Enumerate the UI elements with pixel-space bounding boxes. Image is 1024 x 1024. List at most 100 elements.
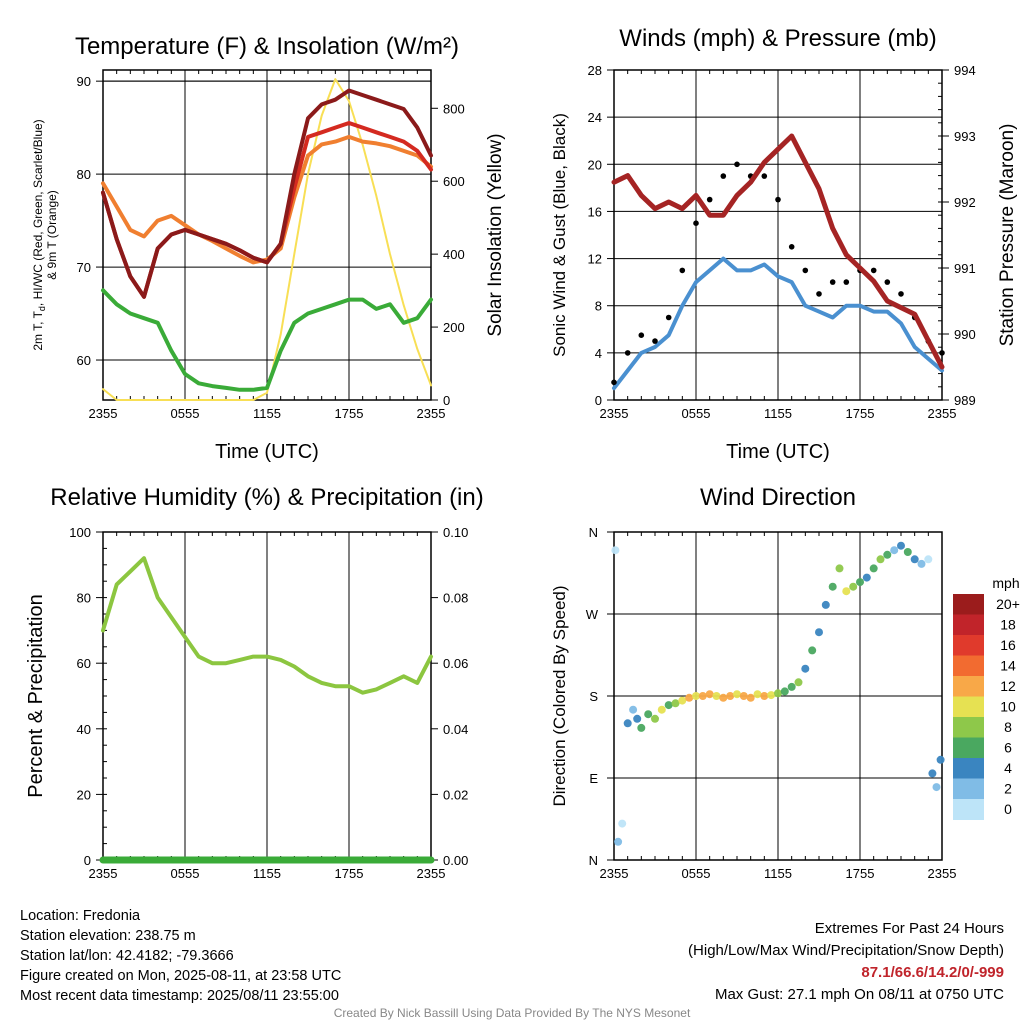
y2-tick-label: 991 (954, 261, 976, 276)
direction-point (685, 693, 694, 702)
x-tick-label: 1755 (335, 866, 364, 881)
direction-point (794, 678, 803, 687)
direction-point (629, 705, 638, 714)
extremes-subtitle: (High/Low/Max Wind/Precipitation/Snow De… (688, 942, 1004, 959)
direction-point (821, 600, 830, 609)
direction-point (705, 690, 714, 699)
gust-point (720, 173, 727, 179)
legend-swatch (953, 676, 984, 697)
direction-point (917, 559, 926, 568)
gust-point (706, 196, 713, 203)
y-tick-label: 60 (77, 656, 91, 671)
direction-point (862, 573, 871, 582)
dewpoint-line (101, 288, 433, 392)
legend-swatch (953, 594, 984, 615)
direction-point (671, 699, 680, 708)
legend-swatch (953, 799, 984, 820)
direction-point (733, 690, 741, 699)
x-tick-label: 0555 (171, 406, 200, 421)
y-tick-label: 80 (77, 167, 91, 182)
direction-point (692, 692, 700, 700)
y-tick-label: 100 (69, 525, 91, 540)
direction-point (678, 696, 687, 705)
legend-label: 14 (1000, 658, 1016, 674)
chart-title: Temperature (F) & Insolation (W/m²) (75, 33, 459, 60)
legend-swatch (953, 696, 984, 718)
gust-point (843, 279, 850, 285)
y2-tick-label: 0 (443, 393, 450, 408)
relative-humidity-line (101, 556, 433, 695)
y-tick-label: S (589, 689, 598, 704)
legend-swatch (953, 758, 984, 779)
chart-title: Relative Humidity (%) & Precipitation (i… (50, 484, 483, 511)
x-tick-label: 2355 (89, 866, 118, 881)
y2-tick-label: 600 (443, 174, 465, 189)
direction-point (726, 692, 735, 700)
direction-point (801, 664, 810, 673)
legend-swatch (953, 655, 984, 677)
x-tick-label: 2355 (600, 866, 629, 881)
y2-axis-label: Solar Insolation (Yellow) (485, 133, 506, 336)
y-axis-label: Percent & Precipitation (25, 594, 47, 797)
direction-point (897, 541, 905, 550)
direction-point (890, 546, 899, 555)
gust-point (693, 220, 699, 226)
direction-point (760, 692, 769, 700)
gust-point (939, 350, 945, 356)
extremes-values: 87.1/66.6/14.2/0/-999 (861, 964, 1004, 981)
x-tick-label: 2355 (928, 866, 957, 881)
legend-label: 10 (1000, 699, 1016, 715)
direction-point (910, 555, 919, 564)
direction-point (928, 769, 937, 778)
y-axis-label: 2m T, Td, HI/WC (Red, Green, Scarlet/Blu… (31, 119, 47, 350)
x-tick-label: 2355 (89, 406, 118, 421)
y-tick-label: 0 (84, 853, 91, 868)
legend-label: 8 (1004, 719, 1012, 735)
direction-point (651, 714, 659, 723)
direction-point (883, 550, 892, 559)
direction-point (780, 687, 789, 696)
x-tick-label: 0555 (171, 866, 200, 881)
chart-title: Wind Direction (700, 484, 856, 511)
x-axis-label: Time (UTC) (215, 441, 319, 463)
direction-point (856, 578, 864, 587)
y2-tick-label: 992 (954, 195, 976, 210)
station-pressure-line (611, 133, 945, 370)
y-tick-label: 8 (595, 299, 602, 314)
gust-point (816, 291, 822, 297)
footer-credit: Created By Nick Bassill Using Data Provi… (333, 1006, 691, 1020)
y-tick-label: 90 (77, 74, 91, 89)
legend-swatch (953, 737, 984, 759)
direction-point (618, 819, 627, 828)
gust-point (829, 279, 836, 285)
y-tick-label: N (589, 853, 598, 868)
gust-point (802, 267, 809, 274)
y-tick-label: 4 (595, 346, 602, 361)
legend-label: 6 (1004, 740, 1012, 756)
x-tick-label: 1155 (764, 406, 792, 421)
y-tick-label: 80 (77, 591, 91, 606)
elevation-text: Station elevation: 238.75 m (20, 928, 196, 944)
y2-tick-label: 0.04 (443, 722, 468, 737)
winds-chart: 0 4 8 12 16 20 24 28 989 990 991 992 993 994 2355 0555 1… (550, 25, 1018, 463)
direction-point (614, 837, 623, 846)
x-tick-label: 1155 (253, 866, 281, 881)
y-tick-label: 24 (588, 110, 602, 125)
legend-label: 20+ (996, 596, 1020, 612)
direction-point (633, 714, 642, 723)
direction-point (828, 582, 837, 591)
y2-axis-label: Station Pressure (Maroon) (997, 124, 1018, 347)
direction-point (719, 693, 728, 702)
direction-point (842, 587, 851, 596)
x-tick-label: 0555 (682, 866, 711, 881)
humidity-chart: 0 20 40 60 80 100 0.00 0.02 0.04 0.06 0.08 0.10 2355… (25, 484, 484, 881)
legend-label: 16 (1000, 637, 1016, 653)
direction-point (849, 582, 858, 591)
x-tick-label: 1155 (253, 406, 281, 421)
x-tick-label: 2355 (417, 866, 446, 881)
direction-point (932, 783, 941, 792)
gust-point (665, 314, 672, 321)
sonic-wind-line (612, 256, 944, 391)
chart-title: Winds (mph) & Pressure (mb) (619, 25, 936, 52)
y2-tick-label: 0.08 (443, 591, 468, 606)
